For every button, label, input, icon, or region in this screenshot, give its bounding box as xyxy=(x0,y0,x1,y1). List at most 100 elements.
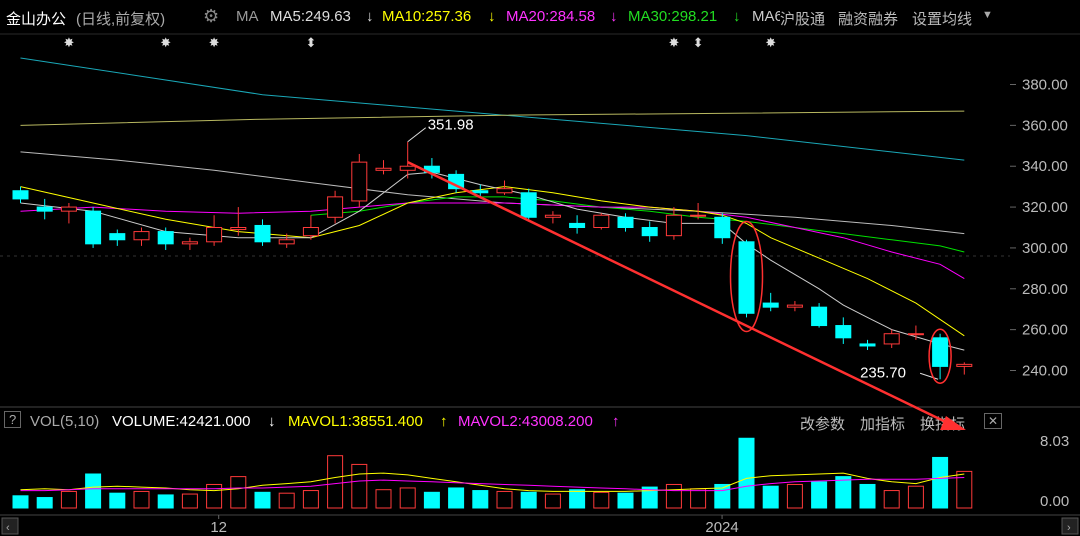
candle xyxy=(472,190,489,194)
volume-bar xyxy=(665,483,682,509)
mavol2-line xyxy=(20,477,965,492)
volume-bar xyxy=(375,489,392,509)
candle xyxy=(641,227,658,237)
price-tick-label: 360.00 xyxy=(1022,117,1068,134)
close-icon[interactable]: ✕ xyxy=(984,413,1003,429)
x-tick-label: 2024 xyxy=(705,519,738,536)
candle xyxy=(665,214,682,237)
modify-params-button[interactable]: 改参数 xyxy=(800,416,846,433)
volume-bar xyxy=(399,487,416,509)
price-axis: 240.00 260.00 280.00 300.00 320.00 340.00 360.… xyxy=(1010,77,1068,379)
switch-indicator-button[interactable]: 换指标 xyxy=(920,416,966,433)
price-tick-label: 340.00 xyxy=(1022,158,1068,175)
candle xyxy=(60,206,77,212)
chevron-right-icon: › xyxy=(1067,522,1071,534)
mavol1-value: MAVOL1:38551.400 xyxy=(288,413,423,430)
high-label: 351.98 xyxy=(428,117,474,134)
volume-bar xyxy=(254,491,271,509)
volume-bar xyxy=(617,492,634,509)
price-tick-label: 380.00 xyxy=(1022,77,1068,94)
volume-bar xyxy=(423,491,440,509)
chart-mode[interactable]: (日线,前复权) xyxy=(76,11,166,28)
candle xyxy=(109,233,126,241)
ma20-line xyxy=(20,202,965,280)
price-tick-label: 260.00 xyxy=(1022,322,1068,339)
ma20-arrow: ↓ xyxy=(610,8,618,25)
volume-bar xyxy=(230,476,247,509)
price-tick-label: 240.00 xyxy=(1022,362,1068,379)
candle xyxy=(811,306,828,327)
volume-bar xyxy=(738,437,755,509)
volume-bar xyxy=(12,495,29,509)
ma-settings-button[interactable]: 设置均线 xyxy=(912,11,973,28)
candle xyxy=(617,216,634,229)
help-icon[interactable]: ? xyxy=(4,411,22,428)
candle xyxy=(932,337,949,367)
event-marker: ✸ xyxy=(63,35,74,50)
candle xyxy=(302,227,319,237)
candle xyxy=(786,304,803,308)
stock-name[interactable]: 金山办公 xyxy=(6,11,67,28)
candle xyxy=(593,214,610,228)
ma-prefix: MA xyxy=(236,8,259,25)
candle xyxy=(230,227,247,231)
candle xyxy=(544,214,561,218)
ma5-arrow: ↓ xyxy=(366,8,374,25)
volume-bar xyxy=(762,485,779,509)
chart-header: 金山办公 (日线,前复权) ⚙ MA MA5:249.63 ↓ MA10:257… xyxy=(0,0,1080,34)
candle xyxy=(956,363,973,367)
candle xyxy=(278,239,295,245)
candlesticks xyxy=(12,141,973,380)
ma5-line xyxy=(20,171,965,351)
candle xyxy=(423,165,440,173)
volume-bar xyxy=(544,493,561,509)
volume-bar xyxy=(811,481,828,509)
volume-bars xyxy=(12,437,973,509)
chart-grid: ‹ › xyxy=(0,33,1080,535)
volume-bar xyxy=(448,487,465,509)
volume-bar xyxy=(351,463,368,509)
hgt-button[interactable]: 沪股通 xyxy=(780,8,826,29)
volume-bar xyxy=(883,490,900,509)
candle xyxy=(12,190,29,200)
high-pointer xyxy=(407,127,427,143)
candle xyxy=(762,302,779,308)
candle xyxy=(448,173,465,190)
mavol2-arrow: ↑ xyxy=(612,413,620,430)
moving-average-lines xyxy=(20,57,965,351)
price-tick-label: 320.00 xyxy=(1022,199,1068,216)
vol-indicator-label: VOL(5,10) xyxy=(30,413,100,430)
volume-bar xyxy=(181,493,198,509)
ma30-arrow: ↓ xyxy=(733,8,741,25)
highlight-circle xyxy=(729,220,764,333)
low-label: 235.70 xyxy=(860,364,906,381)
candle xyxy=(327,196,344,218)
caret-down-icon[interactable]: ▼ xyxy=(982,9,993,21)
ma-long1-line xyxy=(20,57,965,161)
mavol1-line xyxy=(20,472,965,492)
ma60-line xyxy=(20,151,965,235)
ma20-value: MA20:284.58 xyxy=(506,8,596,25)
event-marker: ✸ xyxy=(668,35,679,50)
volume-bar xyxy=(593,491,610,509)
gear-icon[interactable]: ⚙ xyxy=(203,6,220,26)
candle xyxy=(157,231,174,245)
price-tick-label: 280.00 xyxy=(1022,281,1068,298)
event-marker: ✸ xyxy=(160,35,171,50)
volume-bar xyxy=(206,483,223,509)
ma5-value: MA5:249.63 xyxy=(270,8,351,25)
candle xyxy=(714,216,731,239)
scroll-right-button xyxy=(1061,517,1079,535)
add-indicator-button[interactable]: 加指标 xyxy=(860,416,906,433)
candle xyxy=(738,241,755,314)
margin-trading-button[interactable]: 融资融券 xyxy=(838,11,899,28)
candle xyxy=(375,167,392,171)
x-tick-label: 12 xyxy=(210,519,227,536)
volume-bar xyxy=(157,494,174,509)
x-axis: 12 2024 xyxy=(210,515,739,536)
candle xyxy=(883,333,900,345)
volume-bar xyxy=(569,489,586,509)
ma30-value: MA30:298.21 xyxy=(628,8,718,25)
